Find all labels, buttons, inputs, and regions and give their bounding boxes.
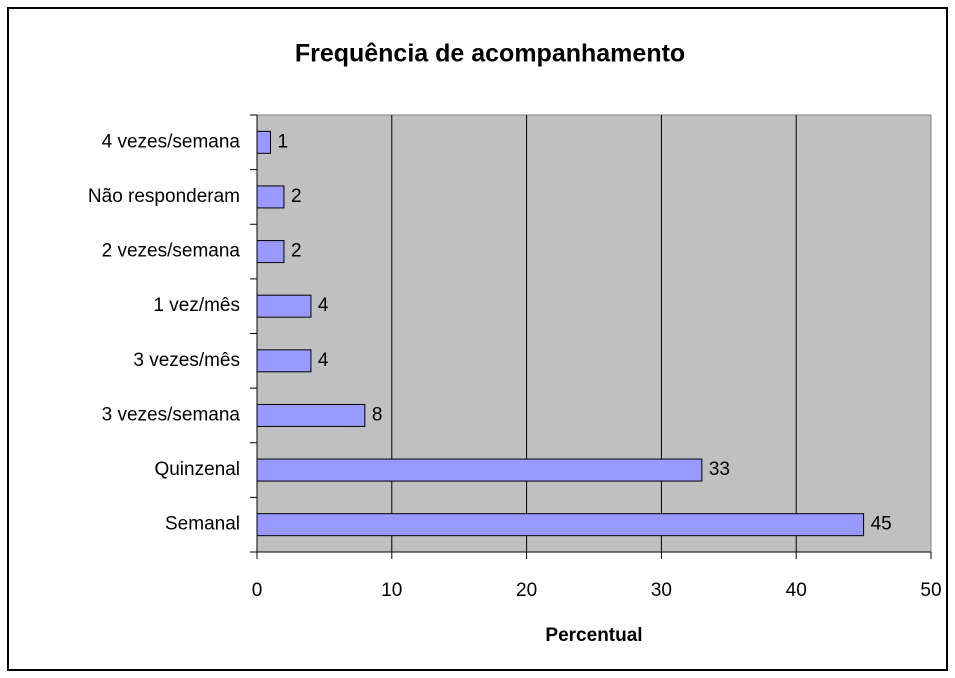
x-axis-label: Percentual (545, 625, 642, 646)
y-tick-label: 2 vezes/semana (102, 241, 241, 262)
data-label: 4 (318, 350, 329, 371)
bar (256, 294, 312, 318)
bar (256, 403, 366, 427)
bar (256, 349, 312, 373)
x-tick-label: 10 (381, 580, 402, 601)
x-tick-label: 30 (651, 580, 672, 601)
chart-title: Frequência de acompanhamento (295, 40, 685, 68)
x-tick-label: 50 (920, 580, 941, 601)
data-label: 4 (318, 295, 329, 316)
bar (256, 240, 285, 264)
y-tick-label: 3 vezes/mês (133, 350, 240, 371)
data-label: 45 (871, 514, 892, 535)
y-tick-label: 4 vezes/semana (102, 131, 241, 152)
bar (256, 458, 703, 482)
y-tick-label: Não responderam (88, 186, 240, 207)
x-tick-label: 20 (516, 580, 537, 601)
x-tick-label: 40 (786, 580, 807, 601)
data-label: 8 (372, 404, 383, 425)
y-tick-label: 3 vezes/semana (102, 404, 241, 425)
data-label: 1 (277, 131, 288, 152)
data-label: 33 (709, 459, 730, 480)
bar (256, 185, 285, 209)
data-label: 2 (291, 241, 302, 262)
y-tick-label: 1 vez/mês (153, 295, 240, 316)
plot-area (256, 114, 932, 553)
y-tick-label: Quinzenal (154, 459, 240, 480)
bar (256, 513, 865, 537)
data-label: 2 (291, 186, 302, 207)
bar (256, 130, 271, 154)
y-tick-label: Semanal (165, 514, 240, 535)
x-tick-label: 0 (252, 580, 263, 601)
